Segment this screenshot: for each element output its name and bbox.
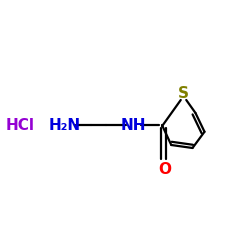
Text: S: S [178,86,189,101]
Text: O: O [158,162,172,178]
Text: NH: NH [121,118,146,132]
Text: H₂N: H₂N [49,118,81,132]
Text: HCl: HCl [6,118,34,132]
